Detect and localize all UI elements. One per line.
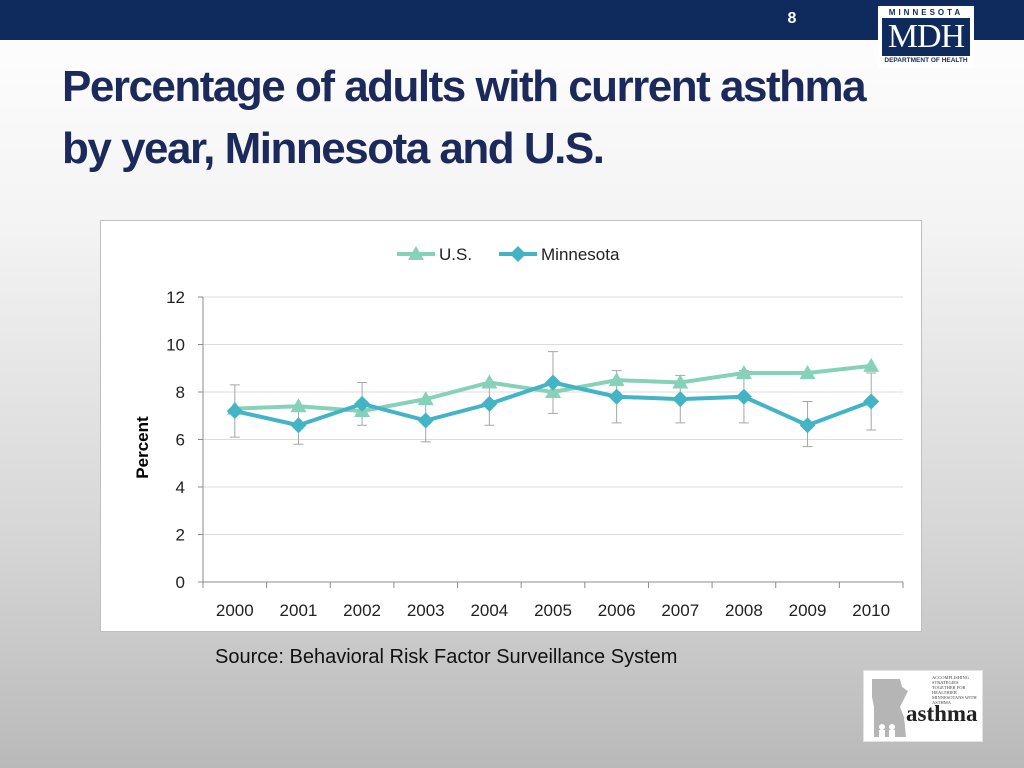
slide-title: Percentage of adults with current asthma… [62, 62, 867, 173]
data-point-minnesota [608, 388, 625, 405]
x-tick-label: 2000 [216, 601, 254, 620]
y-tick-label: 2 [176, 526, 185, 545]
chart-frame: 0 2 4 6 8 10 12 2000 2001 2002 2003 2004 2005 2006 200… [100, 220, 922, 632]
y-axis-title: Percent [133, 416, 152, 479]
data-point-minnesota [672, 391, 689, 408]
data-point-u-s [863, 357, 880, 372]
x-tick-label: 2004 [470, 601, 508, 620]
data-point-u-s [672, 374, 689, 389]
slide-number: 8 [787, 10, 797, 27]
x-tick-label: 2008 [725, 601, 763, 620]
data-point-u-s [608, 372, 625, 387]
data-point-u-s [290, 398, 307, 413]
data-point-u-s [481, 374, 498, 389]
y-tick-label: 10 [166, 336, 185, 355]
legend-label-minnesota: Minnesota [541, 245, 620, 264]
mdh-logo-department: DEPARTMENT OF HEALTH [884, 57, 968, 64]
x-tick-label: 2003 [407, 601, 445, 620]
x-tick-label: 2002 [343, 601, 381, 620]
mdh-logo: MINNESOTA MDH DEPARTMENT OF HEALTH [878, 6, 974, 68]
y-tick-label: 6 [176, 431, 185, 450]
data-point-minnesota [735, 388, 752, 405]
line-chart: 0 2 4 6 8 10 12 2000 2001 2002 2003 2004 2005 2006 200… [133, 245, 904, 620]
data-point-u-s [735, 365, 752, 379]
mdh-logo-state: MINNESOTA [888, 8, 964, 17]
asthma-logo-tagline-line: HEALTHIER [932, 690, 957, 695]
y-tick-label: 0 [176, 573, 185, 592]
asthma-logo-tagline-line: ASTHMA [932, 700, 952, 705]
data-point-u-s [417, 391, 434, 406]
data-point-minnesota [417, 412, 434, 429]
data-point-minnesota [545, 374, 561, 391]
asthma-logo-tagline: ACCOMPLISHING STRATEGIES TOGETHER FOR HEALT… [932, 675, 977, 705]
top-bar [0, 0, 1024, 40]
data-point-minnesota [290, 417, 307, 434]
source-note: Source: Behavioral Risk Factor Surveilla… [215, 646, 678, 668]
data-point-minnesota [354, 395, 371, 412]
x-tick-label: 2009 [789, 601, 827, 620]
data-point-minnesota [863, 393, 880, 410]
asthma-logo-tagline-line: TOGETHER FOR [932, 685, 966, 690]
data-point-minnesota [226, 403, 243, 419]
legend-label-u-s: U.S. [439, 245, 472, 264]
data-point-u-s [799, 365, 816, 379]
asthma-logo: ACCOMPLISHING STRATEGIES TOGETHER FOR HEALT… [863, 670, 983, 742]
legend-marker-u-s [408, 246, 424, 260]
legend-marker-minnesota [510, 246, 526, 262]
asthma-logo-tagline-line: STRATEGIES [932, 680, 959, 685]
data-point-minnesota [799, 417, 816, 434]
x-tick-label: 2006 [598, 601, 636, 620]
x-tick-label: 2005 [534, 601, 572, 620]
data-point-u-s [545, 384, 561, 398]
y-tick-label: 12 [166, 288, 185, 307]
asthma-logo-tagline-line: MINNESOTANS WITH [932, 695, 977, 700]
mdh-logo-main: MDH [882, 18, 970, 56]
minnesota-state-icon [872, 679, 908, 737]
x-tick-label: 2007 [661, 601, 699, 620]
x-tick-label: 2001 [280, 601, 318, 620]
asthma-logo-tagline-line: ACCOMPLISHING [932, 675, 970, 680]
asthma-logo-word: asthma [906, 701, 978, 726]
y-tick-label: 4 [176, 478, 185, 497]
x-tick-label: 2010 [852, 601, 890, 620]
y-tick-label: 8 [176, 383, 185, 402]
data-point-minnesota [481, 395, 498, 412]
